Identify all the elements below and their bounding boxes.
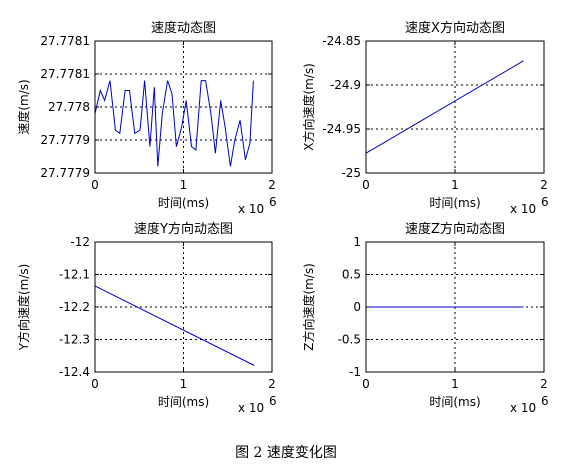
x-exponent-label: x 10 xyxy=(510,202,536,216)
x-exponent-power: 6 xyxy=(541,195,549,209)
x-tick-label: 1 xyxy=(180,178,188,192)
y-tick-label: 27.7781 xyxy=(40,34,90,48)
x-tick-label: 0 xyxy=(91,377,99,391)
x-exponent-label: x 10 xyxy=(510,401,536,415)
y-tick-label: -24.95 xyxy=(322,122,361,136)
x-exponent-power: 6 xyxy=(541,394,549,408)
x-tick-label: 1 xyxy=(451,178,459,192)
x-tick-label: 2 xyxy=(268,377,276,391)
y-tick-label: -24.9 xyxy=(330,78,361,92)
y-tick-label: -1 xyxy=(349,365,361,379)
x-tick-label: 2 xyxy=(540,178,548,192)
y-tick-label: 1 xyxy=(353,235,361,249)
x-exponent-power: 6 xyxy=(269,195,277,209)
chart-title: 速度Y方向动态图 xyxy=(134,221,233,237)
y-tick-label: 0 xyxy=(353,300,361,314)
series-line xyxy=(94,80,254,167)
x-tick-label: 1 xyxy=(180,377,188,391)
y-tick-label: -12.1 xyxy=(59,268,90,282)
series-line xyxy=(94,285,255,366)
x-exponent-label: x 10 xyxy=(238,401,264,415)
y-axis-label: 速度(m/s) xyxy=(16,79,31,134)
y-axis-label: Y方向速度(m/s) xyxy=(16,264,31,352)
x-axis-label: 时间(ms) xyxy=(158,395,209,409)
x-tick-label: 0 xyxy=(91,178,99,192)
chart-3: 0 1 2 -12.4 -12.3 -12.2 -12.1 -12 速度Y方向动态图时间(ms)… xyxy=(16,221,277,415)
y-tick-label: -25 xyxy=(341,166,361,180)
y-tick-label: 27.7779 xyxy=(40,166,90,180)
x-tick-label: 2 xyxy=(540,377,548,391)
x-exponent-label: x 10 xyxy=(238,202,264,216)
x-tick-label: 0 xyxy=(362,178,370,192)
y-tick-label: -24.85 xyxy=(322,34,361,48)
y-tick-label: -12.3 xyxy=(59,333,90,347)
x-axis-label: 时间(ms) xyxy=(158,196,209,210)
x-axis-label: 时间(ms) xyxy=(429,395,480,409)
charts-layer: 0 1 2 27.7779 27.7779 27.778 27.7781 27.7781 速度动… xyxy=(16,20,549,415)
y-tick-label: -12 xyxy=(70,235,90,249)
x-tick-label: 0 xyxy=(362,377,370,391)
y-tick-label: -0.5 xyxy=(338,333,361,347)
chart-title: 速度Z方向动态图 xyxy=(405,221,505,237)
x-axis-label: 时间(ms) xyxy=(429,196,480,210)
y-axis-label: X方向速度(m/s) xyxy=(301,63,316,151)
figure-caption: 图 2 速度变化图 xyxy=(235,445,337,461)
y-tick-label: 27.7779 xyxy=(40,133,90,147)
y-tick-label: 27.7781 xyxy=(40,67,90,81)
x-exponent-power: 6 xyxy=(269,394,277,408)
y-axis-label: Z方向速度(m/s) xyxy=(301,263,316,351)
chart-title: 速度X方向动态图 xyxy=(405,20,505,36)
y-tick-label: 0.5 xyxy=(342,268,361,282)
series-line xyxy=(365,60,524,154)
x-tick-label: 1 xyxy=(451,377,459,391)
x-tick-label: 2 xyxy=(268,178,276,192)
chart-1: 0 1 2 27.7779 27.7779 27.778 27.7781 27.7781 速度动… xyxy=(16,20,277,216)
y-tick-label: -12.2 xyxy=(59,300,90,314)
y-tick-label: -12.4 xyxy=(59,365,90,379)
y-tick-label: 27.778 xyxy=(48,100,90,114)
chart-title: 速度动态图 xyxy=(151,20,216,36)
